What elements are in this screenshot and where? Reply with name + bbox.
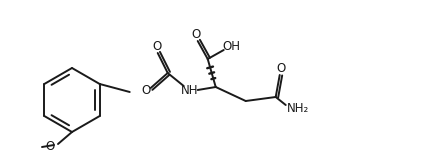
Text: O: O: [276, 61, 285, 75]
Text: O: O: [141, 85, 150, 97]
Text: NH₂: NH₂: [287, 103, 309, 115]
Text: O: O: [191, 27, 200, 40]
Text: O: O: [152, 40, 161, 52]
Text: OH: OH: [223, 40, 241, 54]
Text: NH: NH: [181, 85, 198, 97]
Text: O: O: [45, 140, 54, 152]
